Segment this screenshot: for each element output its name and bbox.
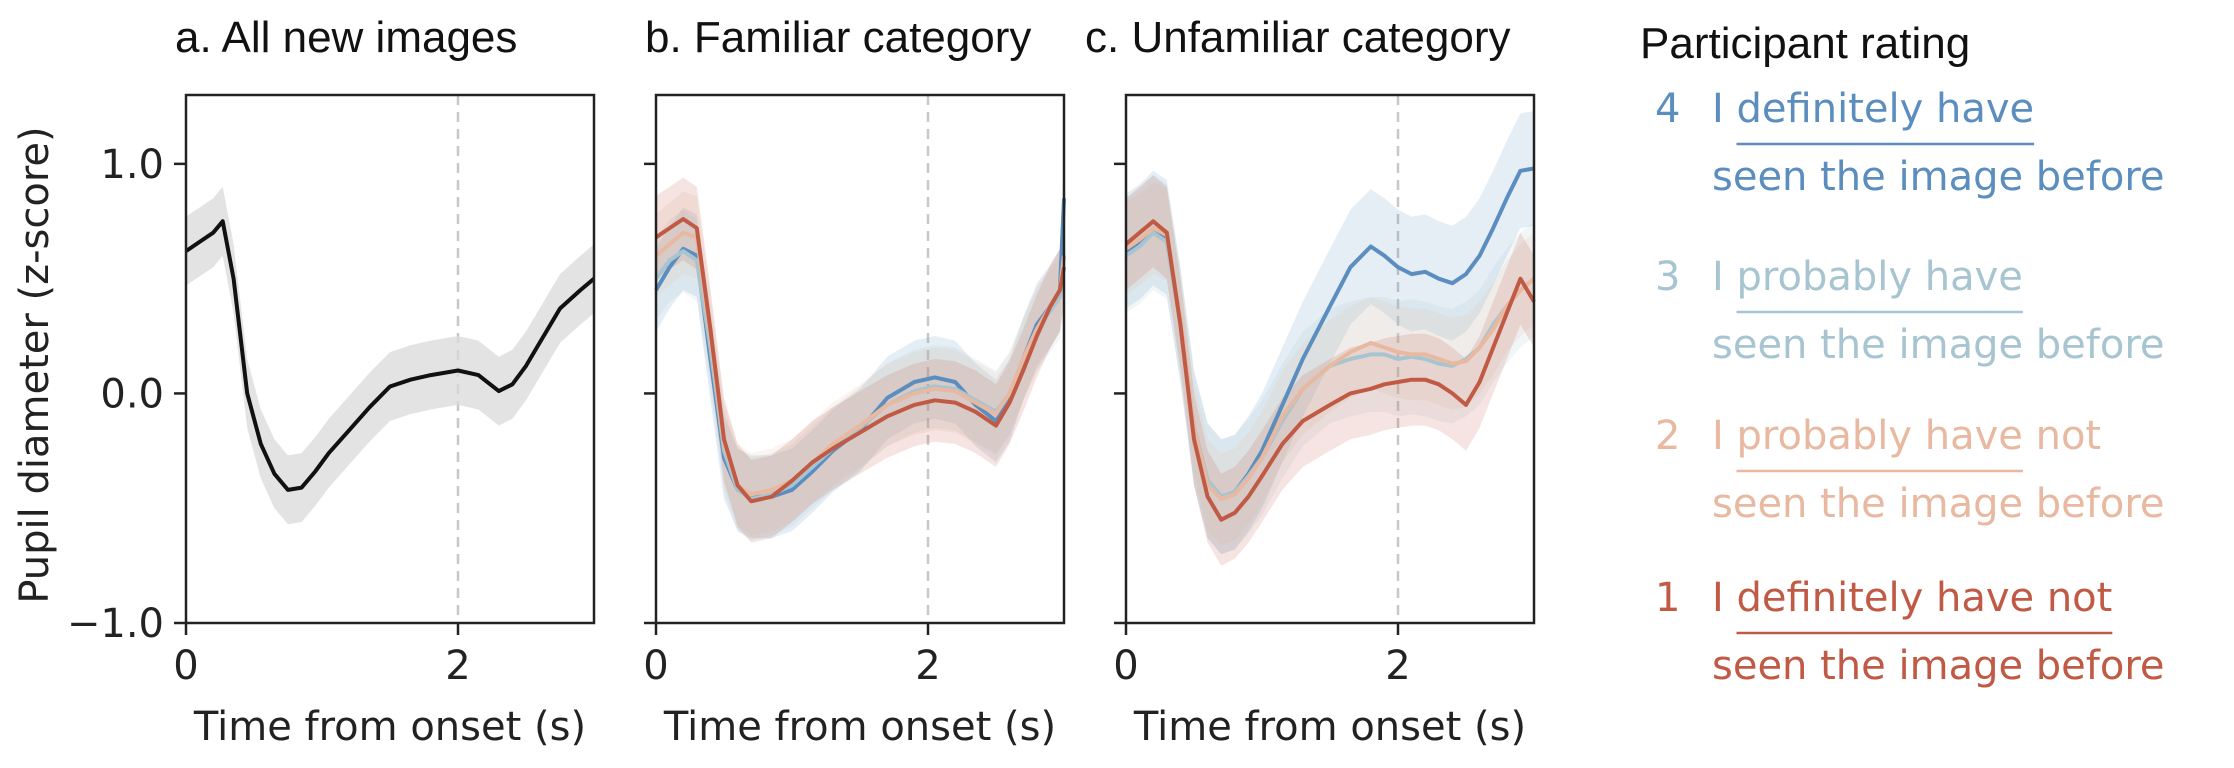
y-tick-label: 0.0 bbox=[100, 371, 164, 417]
x-tick-label: 0 bbox=[1113, 643, 1138, 689]
x-tick-label: 2 bbox=[1385, 643, 1410, 689]
legend-text-line1: I probably have not bbox=[1712, 413, 2101, 459]
legend-number: 3 bbox=[1655, 254, 1680, 300]
y-tick-label: 1.0 bbox=[100, 142, 164, 188]
legend-underlined-phrase: probably have bbox=[1737, 254, 2023, 300]
legend-text-line2: seen the image before bbox=[1712, 322, 2165, 368]
legend-text-line1: I definitely have not bbox=[1712, 575, 2112, 621]
legend-item-rating-1: 1 I definitely have not seen the image bef… bbox=[1655, 575, 2165, 689]
x-axis-label: Time from onset (s) bbox=[663, 704, 1056, 750]
y-tick-label: −1.0 bbox=[67, 601, 164, 647]
legend-underlined-phrase: definitely have bbox=[1737, 86, 2035, 132]
x-tick-label: 0 bbox=[643, 643, 668, 689]
legend-text-line2: seen the image before bbox=[1712, 154, 2165, 200]
legend-number: 4 bbox=[1655, 86, 1680, 132]
legend-underlined-phrase: definitely have not bbox=[1737, 575, 2113, 621]
confidence-band bbox=[1126, 111, 1534, 555]
x-tick-label: 2 bbox=[915, 643, 940, 689]
confidence-band bbox=[186, 186, 594, 525]
plot-frame bbox=[654, 93, 1066, 625]
x-tick-label: 2 bbox=[445, 643, 470, 689]
plot-frame bbox=[184, 93, 596, 625]
panel-c-title: c. Unfamiliar category bbox=[1085, 13, 1510, 62]
legend-item-rating-3: 3 I probably have seen the image before bbox=[1655, 254, 2165, 368]
legend-text-line1: I probably have bbox=[1712, 254, 2023, 300]
plot-frame bbox=[1124, 93, 1536, 625]
panel-b-title: b. Familiar category bbox=[645, 13, 1031, 62]
confidence-band bbox=[656, 177, 1064, 543]
legend-item-rating-4: 4 I definitely have seen the image before bbox=[1655, 86, 2165, 200]
x-axis-label: Time from onset (s) bbox=[193, 704, 586, 750]
legend-number: 2 bbox=[1655, 413, 1680, 459]
panel-b-familiar-category: 0 2 Time from onset (s) bbox=[643, 93, 1066, 750]
legend-text-line2: seen the image before bbox=[1712, 643, 2165, 689]
legend-number: 1 bbox=[1655, 575, 1680, 621]
panel-a-title: a. All new images bbox=[175, 13, 517, 62]
legend-item-rating-2: 2 I probably have not seen the image befor… bbox=[1655, 413, 2165, 527]
panel-c-unfamiliar-category: 0 2 Time from onset (s) bbox=[1113, 93, 1536, 750]
y-axis-label: Pupil diameter (z-score) bbox=[12, 126, 58, 603]
confidence-band bbox=[656, 209, 1064, 541]
confidence-band bbox=[1126, 175, 1534, 566]
x-tick-label: 0 bbox=[173, 643, 198, 689]
panel-a-all-new-images: 0 2 −1.0 0.0 1.0 Time from onset (s) bbox=[67, 93, 596, 750]
series-line-rating-1 bbox=[654, 217, 1066, 504]
legend-text-line2: seen the image before bbox=[1712, 481, 2165, 527]
legend-title: Participant rating bbox=[1640, 19, 1970, 68]
series-line bbox=[184, 219, 596, 492]
legend-underlined-phrase: probably have bbox=[1737, 413, 2023, 459]
confidence-band bbox=[656, 157, 1064, 539]
series-line-rating-1 bbox=[1124, 219, 1536, 522]
x-axis-label: Time from onset (s) bbox=[1133, 704, 1526, 750]
legend-text-line1: I definitely have bbox=[1712, 86, 2034, 132]
